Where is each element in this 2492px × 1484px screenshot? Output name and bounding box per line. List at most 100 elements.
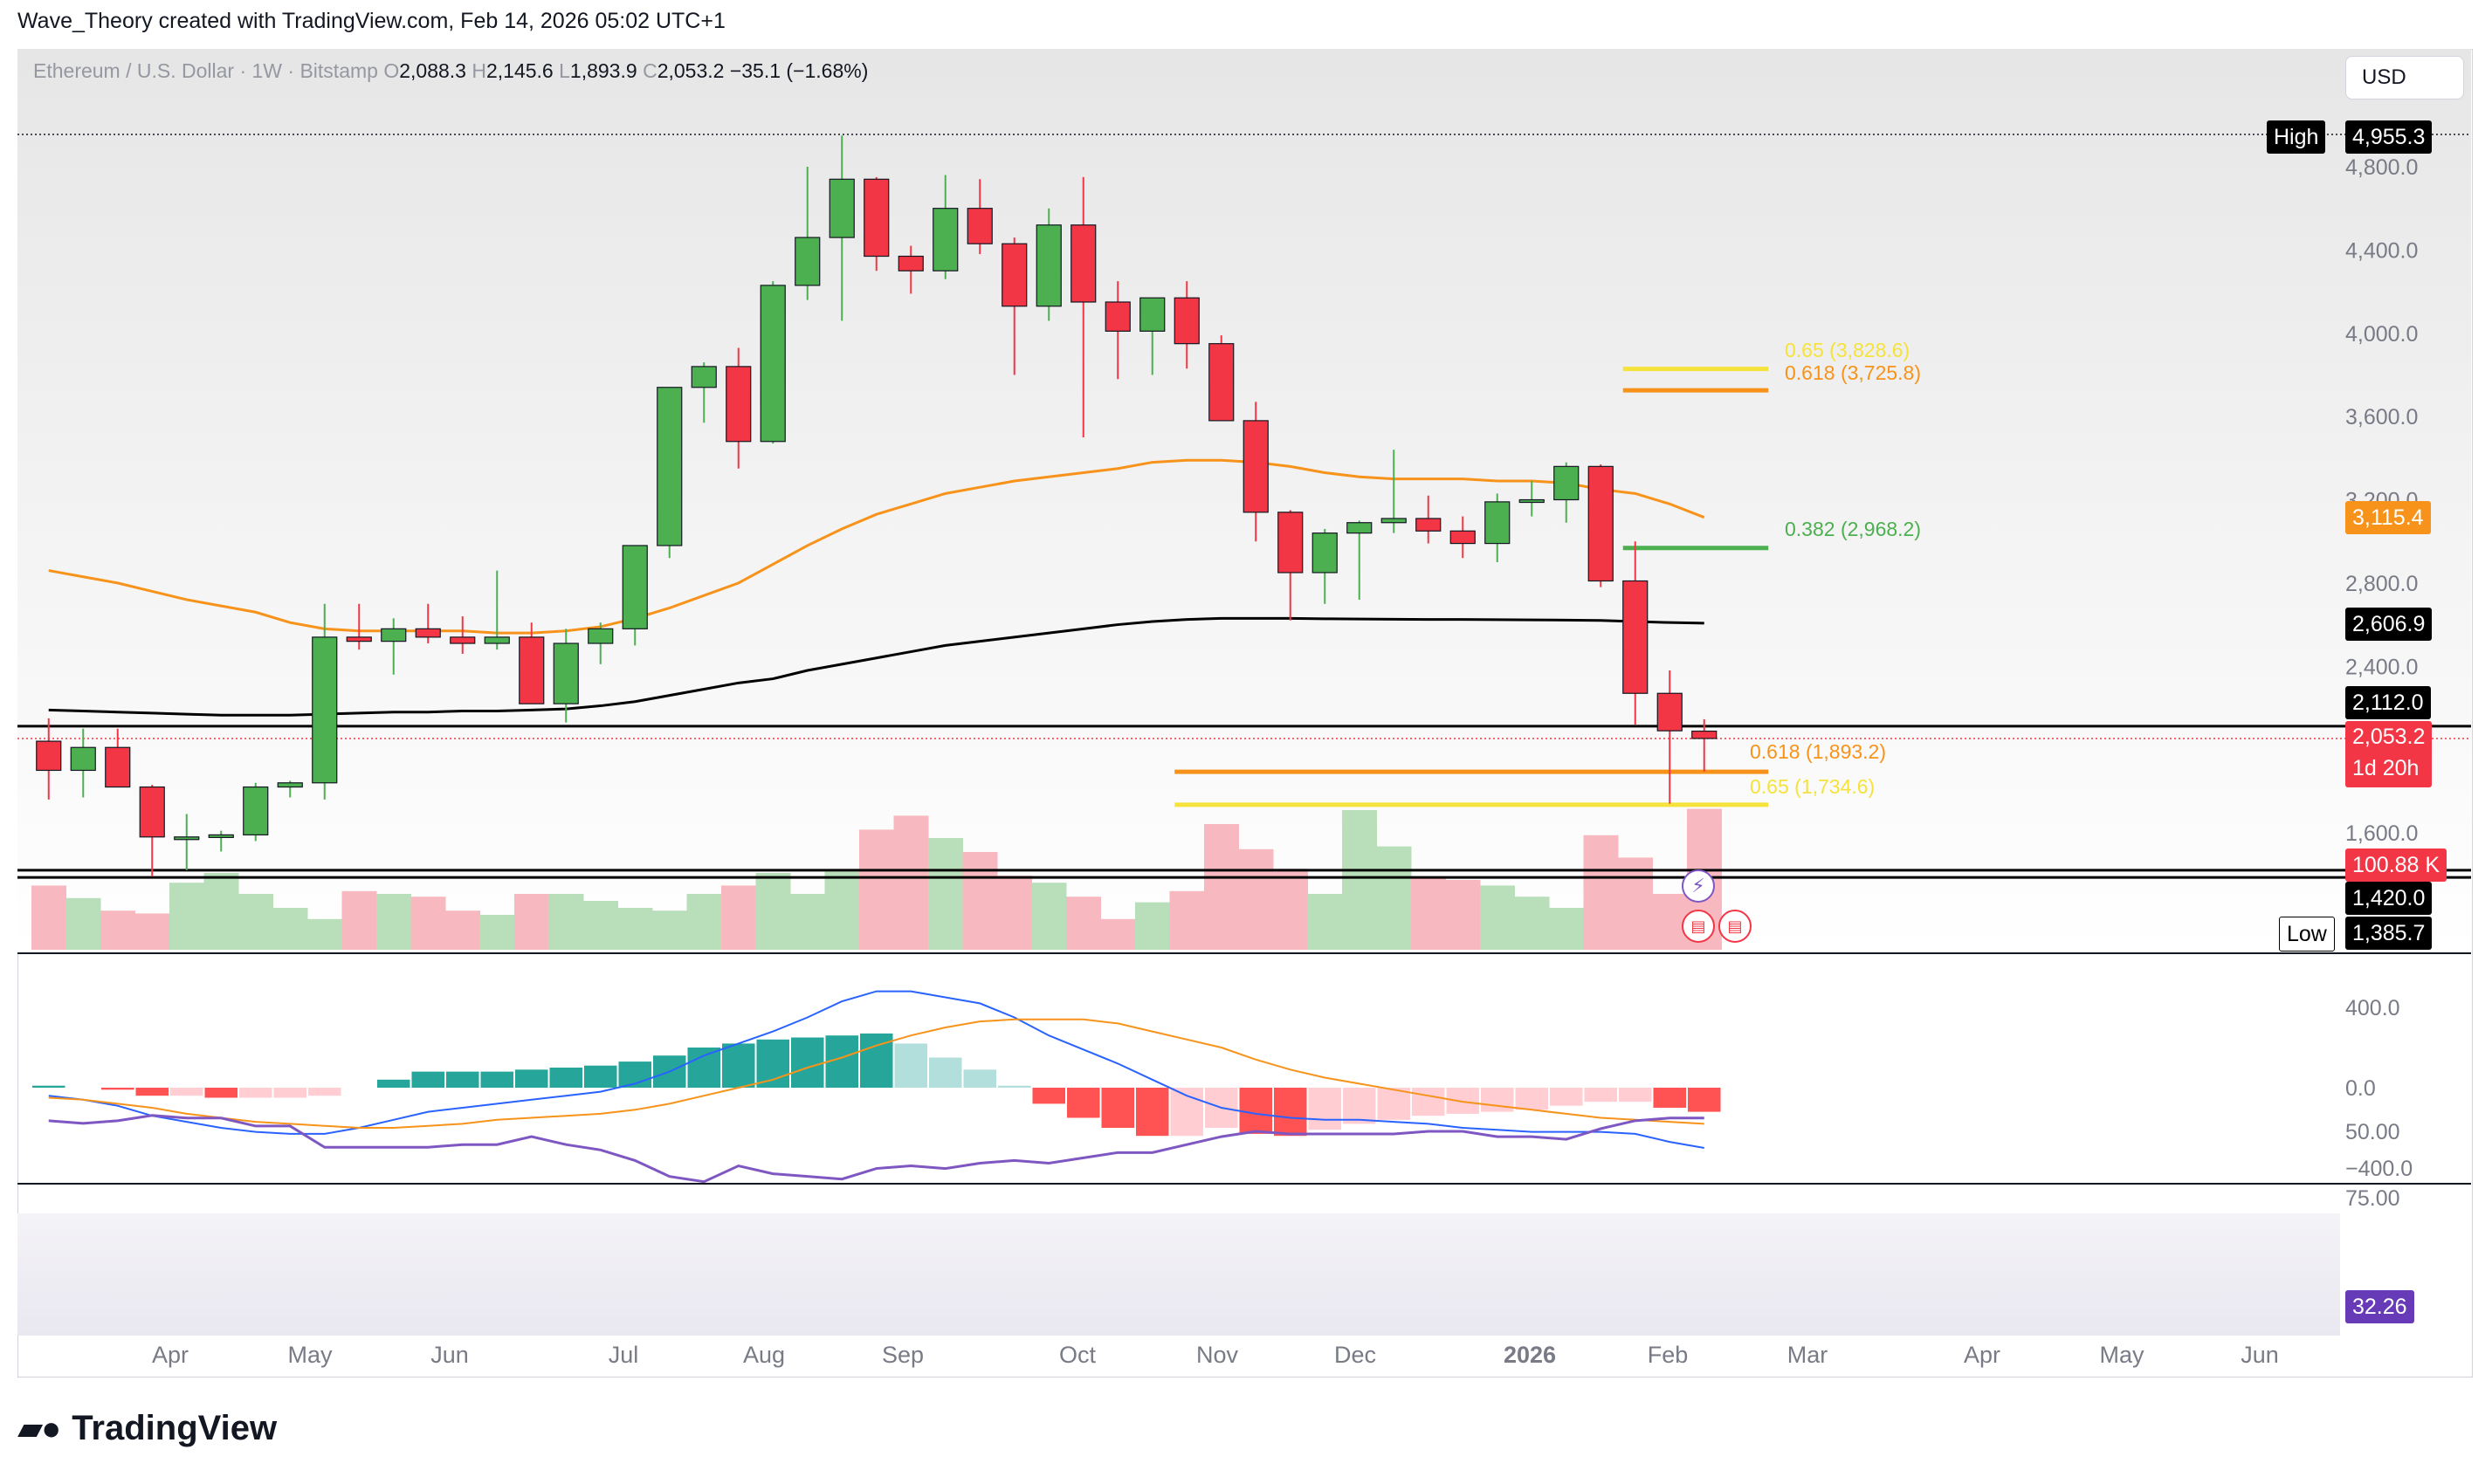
macd-line (48, 990, 1704, 1149)
candle-body (1449, 530, 1476, 545)
fib-label-bot-0618: 0.618 (1,893.2) (1750, 740, 1887, 763)
lightning-event-icon[interactable]: ⚡ (1682, 869, 1715, 903)
candle-body (588, 628, 614, 644)
macd-histogram-bar (1308, 1088, 1341, 1130)
candle-body (967, 208, 993, 244)
macd-histogram-bar (1446, 1088, 1479, 1114)
macd-histogram-bar (32, 1085, 65, 1088)
macd-histogram-bar (1239, 1088, 1272, 1134)
candle-body (1346, 522, 1373, 534)
us-flag-event-icon-2[interactable]: ▤ (1718, 910, 1752, 943)
candle-body (243, 786, 269, 835)
candle-body (1622, 580, 1649, 694)
volume-bar (617, 908, 653, 950)
chart-canvas[interactable]: 4,800.04,400.04,000.03,600.03,200.02,800… (17, 49, 2471, 1376)
rsi-pane (17, 1114, 2340, 1336)
high-label: High (2274, 125, 2319, 149)
time-axis-label: Apr (152, 1342, 189, 1368)
tradingview-logo-icon: ⁣▰● (17, 1411, 61, 1447)
volume-bar (1204, 824, 1239, 950)
rsi-line (48, 1114, 1704, 1184)
candle-body (795, 237, 821, 286)
time-axis-label: Oct (1059, 1342, 1097, 1368)
macd-histogram-bar (1067, 1088, 1100, 1118)
candle-body (277, 782, 303, 788)
time-axis-label: Mar (1787, 1342, 1828, 1368)
time-axis-label: Nov (1196, 1342, 1239, 1368)
fib-label-mid-0382: 0.382 (2,968.2) (1785, 518, 1922, 540)
low-tag: Low (2279, 917, 2335, 952)
volume-bar (583, 901, 618, 950)
candle-body (933, 208, 959, 271)
volume-bar (1342, 810, 1377, 950)
volume-bar (31, 885, 66, 950)
rsi-band (17, 1213, 2340, 1336)
price-axis-tick: 4,800.0 (2345, 155, 2418, 180)
candle-body (1484, 501, 1511, 545)
macd-histogram-bar (998, 1085, 1031, 1088)
candle-body (1105, 301, 1131, 332)
price-axis-tick: 2,400.0 (2345, 655, 2418, 679)
macd-histogram-bar (687, 1048, 720, 1088)
candle-body (1036, 224, 1062, 307)
candle-body (1518, 498, 1545, 504)
volume-bar (1618, 857, 1653, 950)
volume-bar (272, 908, 308, 950)
candle-body (726, 366, 752, 443)
volume-bar (1066, 897, 1101, 950)
candle-body (1174, 297, 1200, 345)
volume-bar (341, 890, 377, 950)
time-axis-label: Sep (882, 1342, 924, 1368)
volume-bar (755, 873, 791, 950)
legend-close-label: C (643, 59, 657, 82)
macd-histogram-bar (273, 1088, 306, 1098)
macd-histogram-bar (549, 1068, 582, 1088)
macd-axis-tick: 0.0 (2345, 1076, 2376, 1101)
macd-histogram-bar (1550, 1088, 1583, 1106)
fib-label-bot-065: 0.65 (1,734.6) (1750, 775, 1876, 798)
time-axis-label: Feb (1648, 1342, 1689, 1368)
volume-bar (65, 897, 101, 950)
time-axis-label: May (287, 1342, 333, 1368)
volume-bar (1583, 835, 1619, 950)
legend-high: 2,145.6 (485, 59, 554, 82)
support-value-tag: 1,420.0 (2345, 882, 2433, 915)
currency-button[interactable]: USD (2345, 56, 2464, 100)
candle-body (1277, 512, 1304, 574)
volume-bar (445, 910, 480, 950)
macd-histogram-bar (480, 1071, 513, 1088)
us-flag-event-icon[interactable]: ▤ (1682, 910, 1715, 943)
volume-bar (307, 918, 342, 950)
tradingview-logo: ⁣▰● TradingView (17, 1409, 277, 1448)
candle-body (657, 387, 683, 546)
candle-body (1656, 692, 1683, 732)
candle-body (898, 255, 924, 271)
signal-line (48, 1018, 1704, 1129)
volume-bar (1480, 885, 1515, 950)
ema-value-tag: 3,115.4 (2345, 501, 2431, 534)
rsi-axis-tick: 50.00 (2345, 1120, 2400, 1144)
macd-histogram-bar (1412, 1088, 1445, 1116)
low-label: Low (2287, 922, 2327, 946)
candle-body (1243, 420, 1269, 513)
candle-body (1587, 465, 1614, 582)
volume-bar (1652, 894, 1688, 950)
legend-low-label: L (559, 59, 570, 82)
macd-histogram-bar (204, 1088, 237, 1098)
legend-high-label: H (472, 59, 486, 82)
volume-bar (824, 871, 860, 950)
high-value: 4,955.3 (2352, 125, 2426, 149)
candle-body (691, 366, 717, 388)
volume-bar (134, 913, 170, 950)
macd-histogram-bar (1688, 1088, 1721, 1112)
candle-body (381, 628, 407, 642)
volume-bar (859, 829, 894, 950)
time-axis-label: Jun (430, 1342, 469, 1368)
fib-label-top-0618: 0.618 (3,725.8) (1785, 361, 1922, 384)
candle-body (1139, 297, 1166, 332)
macd-axis-tick: −400.0 (2345, 1157, 2413, 1181)
price-axis-tick: 4,400.0 (2345, 238, 2418, 263)
volume-bar (1549, 908, 1584, 950)
candle-body (484, 636, 510, 644)
bar-countdown: 1d 20h (2352, 756, 2420, 780)
